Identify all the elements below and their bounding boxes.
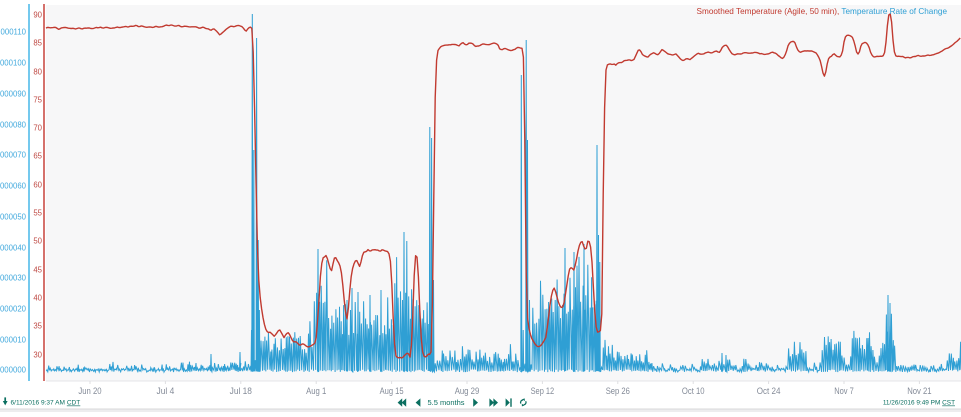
svg-text:5.5 months: 5.5 months [427, 398, 464, 407]
svg-text:000080: 000080 [0, 121, 27, 130]
svg-text:65: 65 [33, 152, 42, 161]
svg-text:000030: 000030 [0, 274, 27, 283]
svg-text:000020: 000020 [0, 305, 27, 314]
svg-text:Sep 26: Sep 26 [606, 386, 630, 396]
svg-text:70: 70 [33, 124, 42, 133]
svg-text:000060: 000060 [0, 182, 27, 191]
svg-text:55: 55 [33, 209, 42, 218]
svg-text:6/11/2016 9:37 AM CDT: 6/11/2016 9:37 AM CDT [11, 400, 81, 407]
svg-text:35: 35 [33, 322, 42, 331]
svg-text:40: 40 [33, 294, 42, 303]
svg-text:000040: 000040 [0, 244, 27, 253]
svg-text:30: 30 [33, 351, 42, 360]
svg-text:Jul 4: Jul 4 [157, 386, 175, 396]
svg-text:Jun 20: Jun 20 [78, 386, 101, 396]
svg-text:Nov 21: Nov 21 [907, 386, 931, 396]
svg-text:Aug 1: Aug 1 [306, 386, 326, 396]
svg-text:85: 85 [33, 39, 42, 48]
svg-text:50: 50 [33, 237, 42, 246]
svg-text:Sep 12: Sep 12 [531, 386, 555, 396]
svg-text:45: 45 [33, 266, 42, 275]
svg-text:Aug 15: Aug 15 [380, 386, 404, 396]
svg-text:60: 60 [33, 181, 42, 190]
svg-text:Smoothed Temperature (Agile, 5: Smoothed Temperature (Agile, 50 min), Te… [697, 7, 948, 16]
svg-text:000010: 000010 [0, 336, 27, 345]
svg-text:000110: 000110 [1, 28, 27, 37]
svg-text:000090: 000090 [0, 90, 27, 99]
svg-text:75: 75 [33, 96, 42, 105]
svg-text:Oct 10: Oct 10 [682, 386, 705, 396]
svg-text:Nov 7: Nov 7 [834, 386, 854, 396]
svg-text:000000: 000000 [0, 366, 27, 375]
svg-text:000070: 000070 [0, 151, 27, 160]
svg-text:Jul 18: Jul 18 [230, 386, 252, 396]
svg-text:Aug 29: Aug 29 [455, 386, 480, 396]
svg-text:11/26/2016 9:49 PM CST: 11/26/2016 9:49 PM CST [883, 400, 955, 407]
svg-text:000100: 000100 [0, 59, 27, 68]
svg-text:Oct 24: Oct 24 [757, 386, 781, 396]
svg-text:90: 90 [33, 11, 42, 20]
svg-text:80: 80 [33, 68, 42, 77]
svg-text:000050: 000050 [0, 213, 27, 222]
